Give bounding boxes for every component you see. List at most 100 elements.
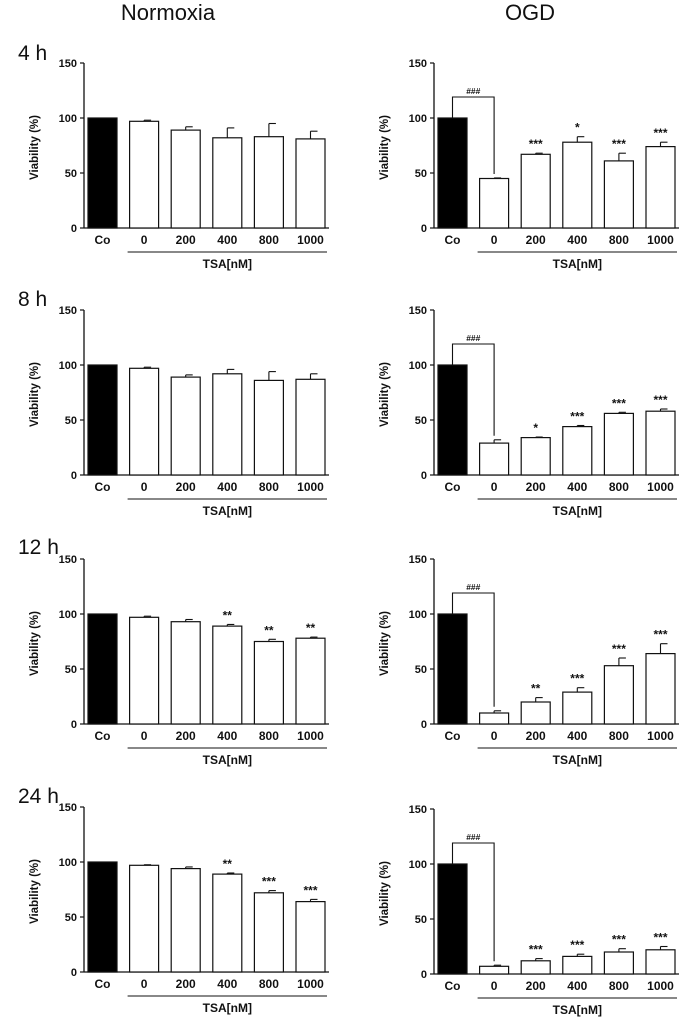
comparison-bracket (451, 343, 495, 436)
bar (295, 637, 326, 725)
category-label: 800 (609, 480, 629, 494)
y-tick-label: 100 (409, 859, 427, 871)
chart-ogd-4h: 0 50 100 150 Viability (%) Co 0 200 *** 400 * 800 **… (379, 58, 679, 271)
significance-marker: ** (306, 621, 316, 635)
bar (253, 892, 284, 973)
y-axis-label: Viability (%) (29, 362, 41, 427)
comparison-marker: ### (466, 582, 480, 592)
y-tick-label: 50 (65, 168, 77, 180)
significance-marker: *** (529, 137, 543, 151)
bar (129, 367, 160, 476)
significance-marker: *** (612, 933, 626, 947)
bar (129, 616, 160, 725)
category-label: 1000 (297, 233, 324, 247)
x-axis-label: TSA[nM] (203, 257, 252, 271)
y-tick-label: 0 (421, 969, 427, 981)
comparison-marker: ### (466, 832, 480, 842)
category-label: 0 (491, 480, 498, 494)
bar (212, 625, 243, 725)
significance-marker: ** (531, 682, 541, 696)
category-label: 200 (526, 729, 546, 743)
y-tick-label: 0 (71, 719, 77, 731)
comparison-bracket (451, 592, 495, 707)
y-tick-label: 50 (65, 664, 77, 676)
bar (520, 153, 551, 229)
category-label: 1000 (647, 729, 674, 743)
bar (295, 900, 326, 973)
y-tick-label: 150 (409, 554, 427, 566)
category-label: Co (95, 729, 111, 743)
y-tick-label: 50 (65, 912, 77, 924)
bar (562, 955, 593, 975)
chart-normoxia-12h: 0 50 100 150 Viability (%) Co 0 200 400 ** 800 ** 10… (29, 554, 329, 767)
chart-normoxia-24h: 0 50 100 150 Viability (%) Co 0 200 400 ** 800 *** 1… (29, 802, 329, 1015)
bar-control (87, 861, 118, 973)
y-tick-label: 100 (409, 360, 427, 372)
bar (603, 951, 635, 975)
column-title-normoxia: Normoxia (121, 0, 216, 25)
category-label: 0 (141, 233, 148, 247)
significance-marker: *** (570, 410, 584, 424)
category-label: 200 (526, 979, 546, 993)
bar (562, 691, 593, 725)
category-label: 800 (609, 979, 629, 993)
bar-control (437, 863, 468, 975)
bar-control (437, 117, 468, 229)
column-title-ogd: OGD (505, 0, 555, 25)
y-tick-label: 0 (71, 470, 77, 482)
category-label: 400 (217, 977, 237, 991)
time-label-8h: 8 h (18, 288, 47, 311)
bar-control (437, 613, 468, 725)
x-axis-label: TSA[nM] (553, 504, 602, 518)
category-label: 800 (609, 233, 629, 247)
significance-marker: *** (653, 628, 667, 642)
bar (212, 873, 243, 973)
y-tick-label: 50 (65, 415, 77, 427)
category-label: 800 (259, 977, 279, 991)
y-tick-label: 50 (415, 664, 427, 676)
y-axis-label: Viability (%) (379, 861, 391, 926)
bar (603, 412, 635, 476)
significance-marker: * (575, 121, 580, 135)
category-label: 0 (141, 729, 148, 743)
x-axis-label: TSA[nM] (203, 753, 252, 767)
bar (479, 965, 510, 975)
bar (603, 665, 635, 725)
bar (129, 864, 160, 973)
category-label: Co (95, 977, 111, 991)
bar-control (437, 364, 468, 476)
y-axis-label: Viability (%) (379, 115, 391, 180)
bar (645, 652, 676, 725)
category-label: 200 (526, 233, 546, 247)
y-tick-label: 50 (415, 168, 427, 180)
category-label: Co (95, 480, 111, 494)
significance-marker: *** (570, 672, 584, 686)
category-label: 200 (526, 480, 546, 494)
x-axis-label: TSA[nM] (553, 1003, 602, 1017)
time-label-4h: 4 h (18, 42, 47, 65)
y-tick-label: 0 (421, 719, 427, 731)
chart-ogd-12h: 0 50 100 150 Viability (%) Co 0 200 ** 400 *** 800 *… (379, 554, 679, 767)
bar (520, 701, 551, 725)
significance-marker: ** (264, 623, 274, 637)
y-tick-label: 100 (59, 609, 77, 621)
comparison-bracket (451, 96, 495, 174)
y-tick-label: 150 (59, 305, 77, 317)
x-axis-label: TSA[nM] (203, 504, 252, 518)
bar (253, 379, 284, 476)
category-label: 400 (567, 729, 587, 743)
comparison-marker: ### (466, 86, 480, 96)
category-label: 200 (176, 729, 196, 743)
category-label: 1000 (297, 729, 324, 743)
significance-marker: *** (529, 943, 543, 957)
category-label: 400 (217, 729, 237, 743)
y-tick-label: 50 (415, 415, 427, 427)
significance-marker: *** (570, 938, 584, 952)
significance-marker: *** (653, 126, 667, 140)
chart-ogd-8h: 0 50 100 150 Viability (%) Co 0 200 * 400 *** 800 **… (379, 305, 679, 518)
chart-ogd-24h: 0 50 100 150 Viability (%) Co 0 200 *** 400 *** 800… (379, 804, 679, 1017)
category-label: 800 (609, 729, 629, 743)
significance-marker: ** (223, 857, 233, 871)
